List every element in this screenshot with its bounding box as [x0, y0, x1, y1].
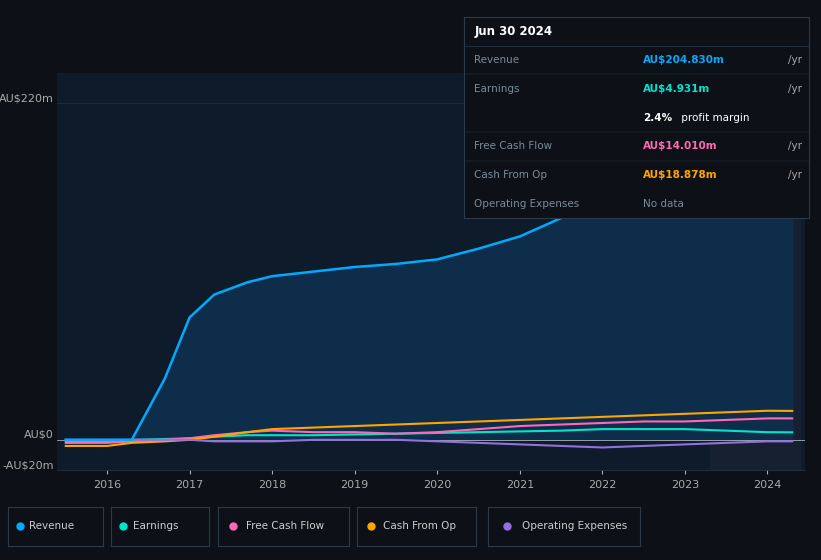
- Text: Revenue: Revenue: [475, 55, 520, 65]
- Text: /yr: /yr: [788, 142, 802, 151]
- Text: Operating Expenses: Operating Expenses: [522, 521, 627, 531]
- Text: AU$4.931m: AU$4.931m: [643, 84, 710, 94]
- Bar: [709, 73, 800, 470]
- Text: AU$0: AU$0: [24, 430, 53, 440]
- Text: /yr: /yr: [788, 84, 802, 94]
- Text: Earnings: Earnings: [132, 521, 178, 531]
- Text: Free Cash Flow: Free Cash Flow: [475, 142, 553, 151]
- Text: AU$204.830m: AU$204.830m: [643, 55, 725, 65]
- Text: 2.4%: 2.4%: [643, 113, 672, 123]
- Text: /yr: /yr: [788, 170, 802, 180]
- Text: Operating Expenses: Operating Expenses: [475, 199, 580, 209]
- Text: AU$18.878m: AU$18.878m: [643, 170, 718, 180]
- Text: Cash From Op: Cash From Op: [383, 521, 456, 531]
- Text: /yr: /yr: [788, 55, 802, 65]
- Text: Free Cash Flow: Free Cash Flow: [246, 521, 324, 531]
- Text: -AU$20m: -AU$20m: [2, 460, 53, 470]
- Text: AU$14.010m: AU$14.010m: [643, 142, 718, 151]
- Text: Revenue: Revenue: [29, 521, 74, 531]
- Text: AU$220m: AU$220m: [0, 94, 53, 104]
- Text: No data: No data: [643, 199, 684, 209]
- Text: Cash From Op: Cash From Op: [475, 170, 548, 180]
- Text: profit margin: profit margin: [677, 113, 749, 123]
- Text: Jun 30 2024: Jun 30 2024: [475, 25, 553, 38]
- Text: Earnings: Earnings: [475, 84, 520, 94]
